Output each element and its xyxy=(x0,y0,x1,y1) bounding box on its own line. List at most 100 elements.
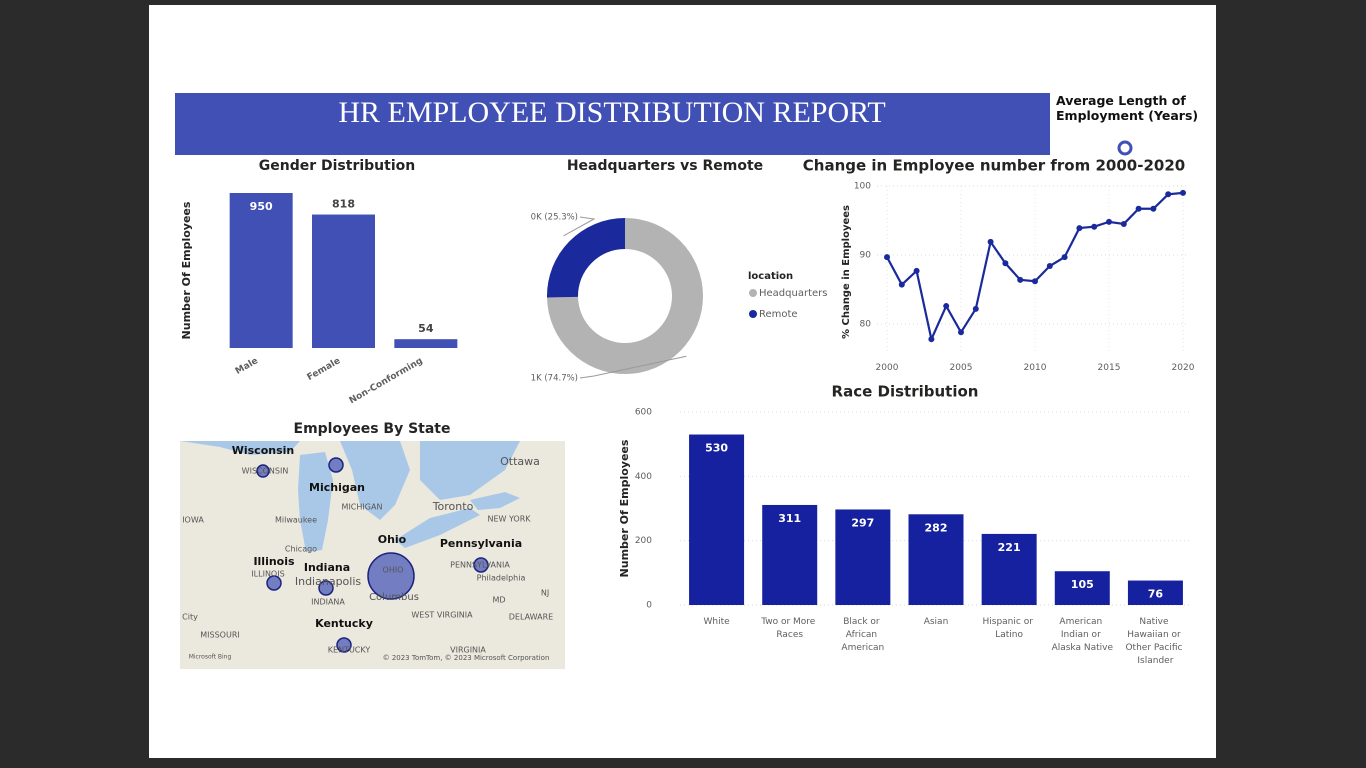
map-label: © 2023 TomTom, © 2023 Microsoft Corporat… xyxy=(383,654,550,662)
legend-title: location xyxy=(748,271,793,282)
map-label: VIRGINIA xyxy=(450,646,486,655)
line-point xyxy=(943,303,950,310)
map-label: Microsoft Bing xyxy=(189,654,232,661)
line-point xyxy=(1076,225,1083,232)
map-bubble xyxy=(318,580,334,596)
report-title: HR EMPLOYEE DISTRIBUTION REPORT xyxy=(338,96,885,129)
chart-title: Race Distribution xyxy=(832,383,979,401)
data-label: 297 xyxy=(851,516,874,529)
map-label: OHIO xyxy=(383,566,404,575)
legend-marker xyxy=(749,289,757,297)
map-label: City xyxy=(182,613,198,622)
map-label: Toronto xyxy=(432,500,474,513)
line-point xyxy=(972,305,979,312)
x-tick-label: Black or African American xyxy=(841,617,884,653)
x-tick-label: Native Hawaiian or Other Pacific Islande… xyxy=(1125,617,1185,666)
line-point xyxy=(913,267,920,274)
legend-marker xyxy=(749,310,757,318)
line-point xyxy=(958,329,964,336)
map-label: Wisconsin xyxy=(232,444,295,457)
y-tick-label: 0 xyxy=(646,601,652,611)
map-bubble xyxy=(266,575,282,591)
line-point xyxy=(898,281,905,288)
map-bubble xyxy=(367,552,415,600)
y-tick-label: 200 xyxy=(635,536,652,546)
data-label: 950 xyxy=(250,200,273,213)
x-tick-label: 2010 xyxy=(1024,363,1047,373)
bar xyxy=(312,214,375,348)
lake xyxy=(420,441,520,500)
map-label: IOWA xyxy=(182,516,204,525)
bar xyxy=(689,434,745,605)
line-point xyxy=(884,254,890,261)
x-tick-label: 2015 xyxy=(1098,363,1121,373)
line-point xyxy=(1165,191,1172,198)
map-label: Milwaukee xyxy=(275,516,317,525)
line-point xyxy=(1135,205,1142,212)
x-tick-label: American Indian or Alaska Native xyxy=(1052,617,1114,653)
line-point xyxy=(1061,254,1068,261)
map-label: DELAWARE xyxy=(509,613,553,622)
lake xyxy=(395,508,480,548)
chart-title: Headquarters vs Remote xyxy=(567,158,763,174)
leader-line xyxy=(563,216,596,237)
x-tick-label: Two or More Races xyxy=(760,617,818,640)
map-label: Indianapolis xyxy=(295,575,362,588)
x-tick-label: Hispanic or Latino xyxy=(983,617,1036,640)
header-banner xyxy=(175,93,1050,155)
data-label: 54 xyxy=(418,322,434,335)
donut-slice xyxy=(547,218,625,298)
map-label: Pennsylvania xyxy=(440,537,522,550)
map-label: Illinois xyxy=(253,555,295,568)
bar xyxy=(1054,571,1110,605)
data-label: 282 xyxy=(925,521,948,534)
x-tick-label: Asian xyxy=(924,617,949,627)
y-tick-label: 90 xyxy=(860,251,872,261)
map-label: MICHIGAN xyxy=(342,503,383,512)
map: Wisconsin WISCONSIN Michigan MICHIGAN Ottawa… xyxy=(180,441,565,669)
map-label: MD xyxy=(492,596,505,605)
lake xyxy=(298,452,333,552)
card-icon xyxy=(1117,140,1133,156)
chart-title: Change in Employee number from 2000-2020 xyxy=(803,157,1185,175)
donut-slice xyxy=(547,218,703,374)
line-point xyxy=(1017,276,1024,283)
y-tick-label: 100 xyxy=(854,182,871,192)
map-label: WISCONSIN xyxy=(242,467,289,476)
y-tick-label: 600 xyxy=(635,408,652,418)
y-tick-label: 80 xyxy=(860,320,872,330)
y-tick-label: 400 xyxy=(635,472,652,482)
lake xyxy=(470,492,520,510)
slice-label: 0K (25.3%) xyxy=(531,213,578,223)
data-label: 221 xyxy=(998,541,1021,554)
x-tick-label: 2020 xyxy=(1172,363,1195,373)
legend-entry: Remote xyxy=(759,309,798,320)
map-label: MISSOURI xyxy=(200,631,240,640)
data-label: 530 xyxy=(705,442,728,455)
bar xyxy=(835,509,891,605)
card-label: Average Length of Employment (Years) xyxy=(1056,93,1198,123)
line-point xyxy=(1046,263,1053,270)
map-bubble xyxy=(473,557,489,573)
line-point xyxy=(1106,218,1112,225)
data-label: 311 xyxy=(778,512,801,525)
map-bubble xyxy=(256,464,270,478)
map-title: Employees By State xyxy=(294,421,451,437)
map-label: Philadelphia xyxy=(477,574,526,583)
bar xyxy=(981,533,1037,605)
map-label: Columbus xyxy=(369,592,419,603)
map-label: PENNSYLVANIA xyxy=(450,561,510,570)
line-point xyxy=(987,238,994,245)
map-label: Chicago xyxy=(285,545,317,554)
chart-title: Gender Distribution xyxy=(259,158,415,174)
map-bubble xyxy=(328,457,344,473)
line-point xyxy=(1032,278,1038,285)
x-tick-label: 2005 xyxy=(950,363,973,373)
bar xyxy=(762,504,818,605)
line-point xyxy=(1120,220,1127,227)
map-label: INDIANA xyxy=(311,598,345,607)
y-axis-label: % Change in Employees xyxy=(841,205,852,339)
y-axis-label: Number Of Employees xyxy=(618,439,631,577)
map-label: Michigan xyxy=(309,481,365,494)
